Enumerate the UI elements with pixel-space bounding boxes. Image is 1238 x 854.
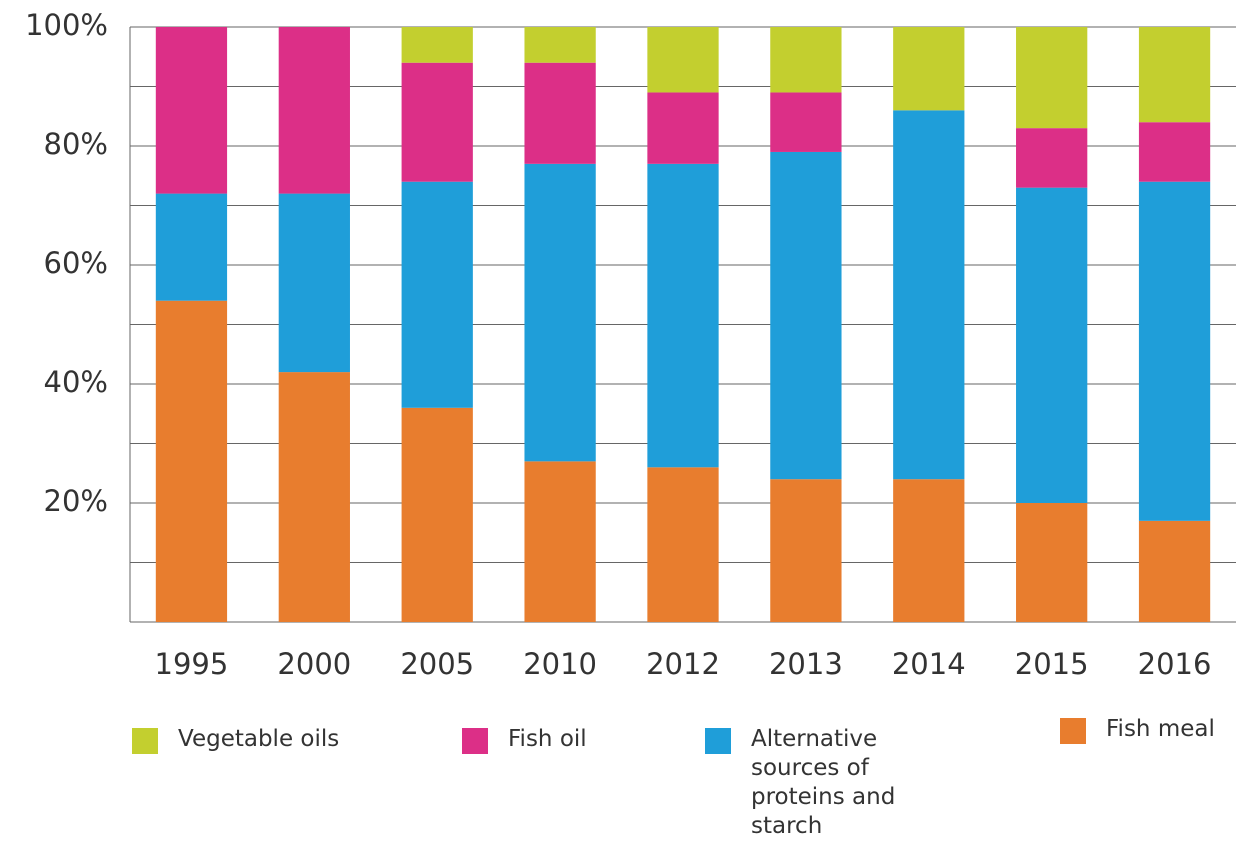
y-tick-label: 100%	[25, 8, 108, 42]
bar-segment	[155, 27, 228, 194]
bar-segment	[1138, 122, 1211, 182]
bar-segment	[1016, 128, 1088, 188]
bar-segment	[1138, 520, 1211, 622]
y-tick-label: 80%	[44, 127, 108, 161]
bar-segment	[647, 163, 719, 468]
x-tick-label: 2016	[1138, 647, 1212, 681]
chart: 20% 40% 60% 80% 100% 1995 2000 2005 2010 2012 2013…	[25, 8, 1236, 681]
bar-segment	[524, 163, 596, 462]
bar-segment	[278, 193, 350, 373]
bar-segment	[1138, 27, 1211, 123]
bar-segment	[1016, 187, 1088, 503]
bar-segment	[401, 27, 473, 63]
x-tick-label: 2012	[646, 647, 720, 681]
x-tick-label: 2014	[892, 647, 966, 681]
bar-segment	[770, 27, 842, 93]
legend-label: Vegetable oils	[178, 726, 340, 752]
bar-segment	[278, 372, 350, 622]
x-tick-label: 2000	[277, 647, 351, 681]
y-tick-label: 40%	[44, 365, 108, 399]
legend: Vegetable oils Fish oil Alternative source…	[0, 716, 1238, 854]
legend-item: Alternative sources of proteins and star…	[705, 726, 901, 841]
legend-swatch	[705, 728, 731, 754]
bar-segment	[401, 407, 473, 622]
bar-segment	[770, 479, 842, 622]
legend-label: Alternative sources of proteins and star…	[751, 726, 896, 839]
bar-segment	[155, 193, 228, 301]
bar-segment	[893, 479, 965, 622]
bar-segment	[524, 62, 596, 164]
x-tick-label: 2010	[523, 647, 597, 681]
x-tick-label: 2015	[1015, 647, 1089, 681]
legend-label: Fish meal	[1106, 716, 1215, 742]
bar-segment	[647, 467, 719, 622]
bar-segment	[524, 27, 596, 63]
y-tick-label: 60%	[44, 246, 108, 280]
legend-swatch	[462, 728, 488, 754]
y-tick-label: 20%	[44, 484, 108, 518]
bar-segment	[401, 62, 473, 182]
bar-segment	[401, 181, 473, 408]
bar-segment	[1016, 503, 1088, 622]
x-tick-label: 2005	[400, 647, 474, 681]
legend-swatch	[1060, 718, 1086, 744]
bar-segment	[893, 110, 965, 480]
bar-segment	[647, 92, 719, 164]
bar-segment	[770, 151, 842, 480]
bar-segment	[278, 27, 350, 194]
legend-item: Fish meal	[1060, 716, 1238, 744]
bar-segment	[1016, 27, 1088, 129]
legend-item: Vegetable oils	[132, 726, 398, 754]
bar-segment	[770, 92, 842, 152]
x-tick-label: 1995	[155, 647, 229, 681]
legend-item: Fish oil	[462, 726, 708, 754]
bar-segment	[524, 461, 596, 622]
legend-label: Fish oil	[508, 726, 587, 752]
bar-segment	[155, 300, 228, 622]
x-tick-label: 2013	[769, 647, 843, 681]
bar-segment	[647, 27, 719, 93]
legend-swatch	[132, 728, 158, 754]
bar-segment	[1138, 181, 1211, 521]
bar-segment	[893, 27, 965, 111]
